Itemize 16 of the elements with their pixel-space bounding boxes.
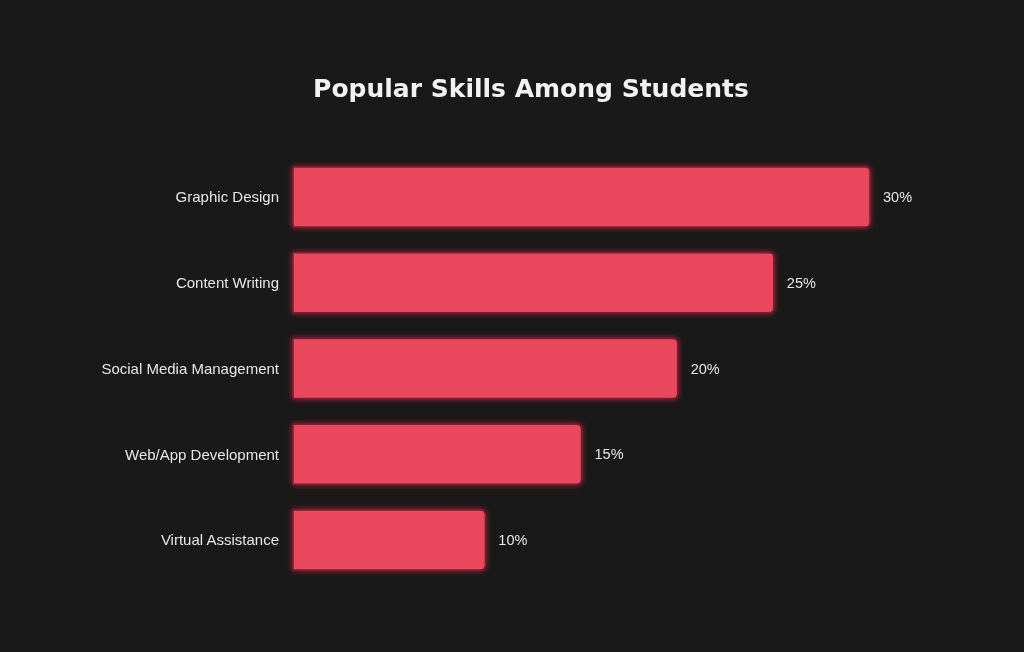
data-label: 20% [690, 360, 720, 377]
bar [292, 509, 487, 571]
bar [292, 337, 679, 400]
data-label: 15% [594, 446, 624, 463]
y-tick-label: Virtual Assistance [160, 531, 279, 549]
data-label: 30% [883, 189, 913, 206]
bar [292, 166, 871, 228]
data-label: 10% [498, 532, 528, 549]
data-label: 25% [786, 274, 816, 291]
bar [292, 251, 775, 314]
chart-title: Popular Skills Among Students [313, 74, 749, 103]
y-tick-label: Graphic Design [175, 188, 279, 206]
y-tick-label: Social Media Management [101, 359, 280, 377]
y-tick-label: Content Writing [175, 273, 279, 291]
bar [292, 423, 583, 486]
y-tick-label: Web/App Development [125, 445, 280, 463]
